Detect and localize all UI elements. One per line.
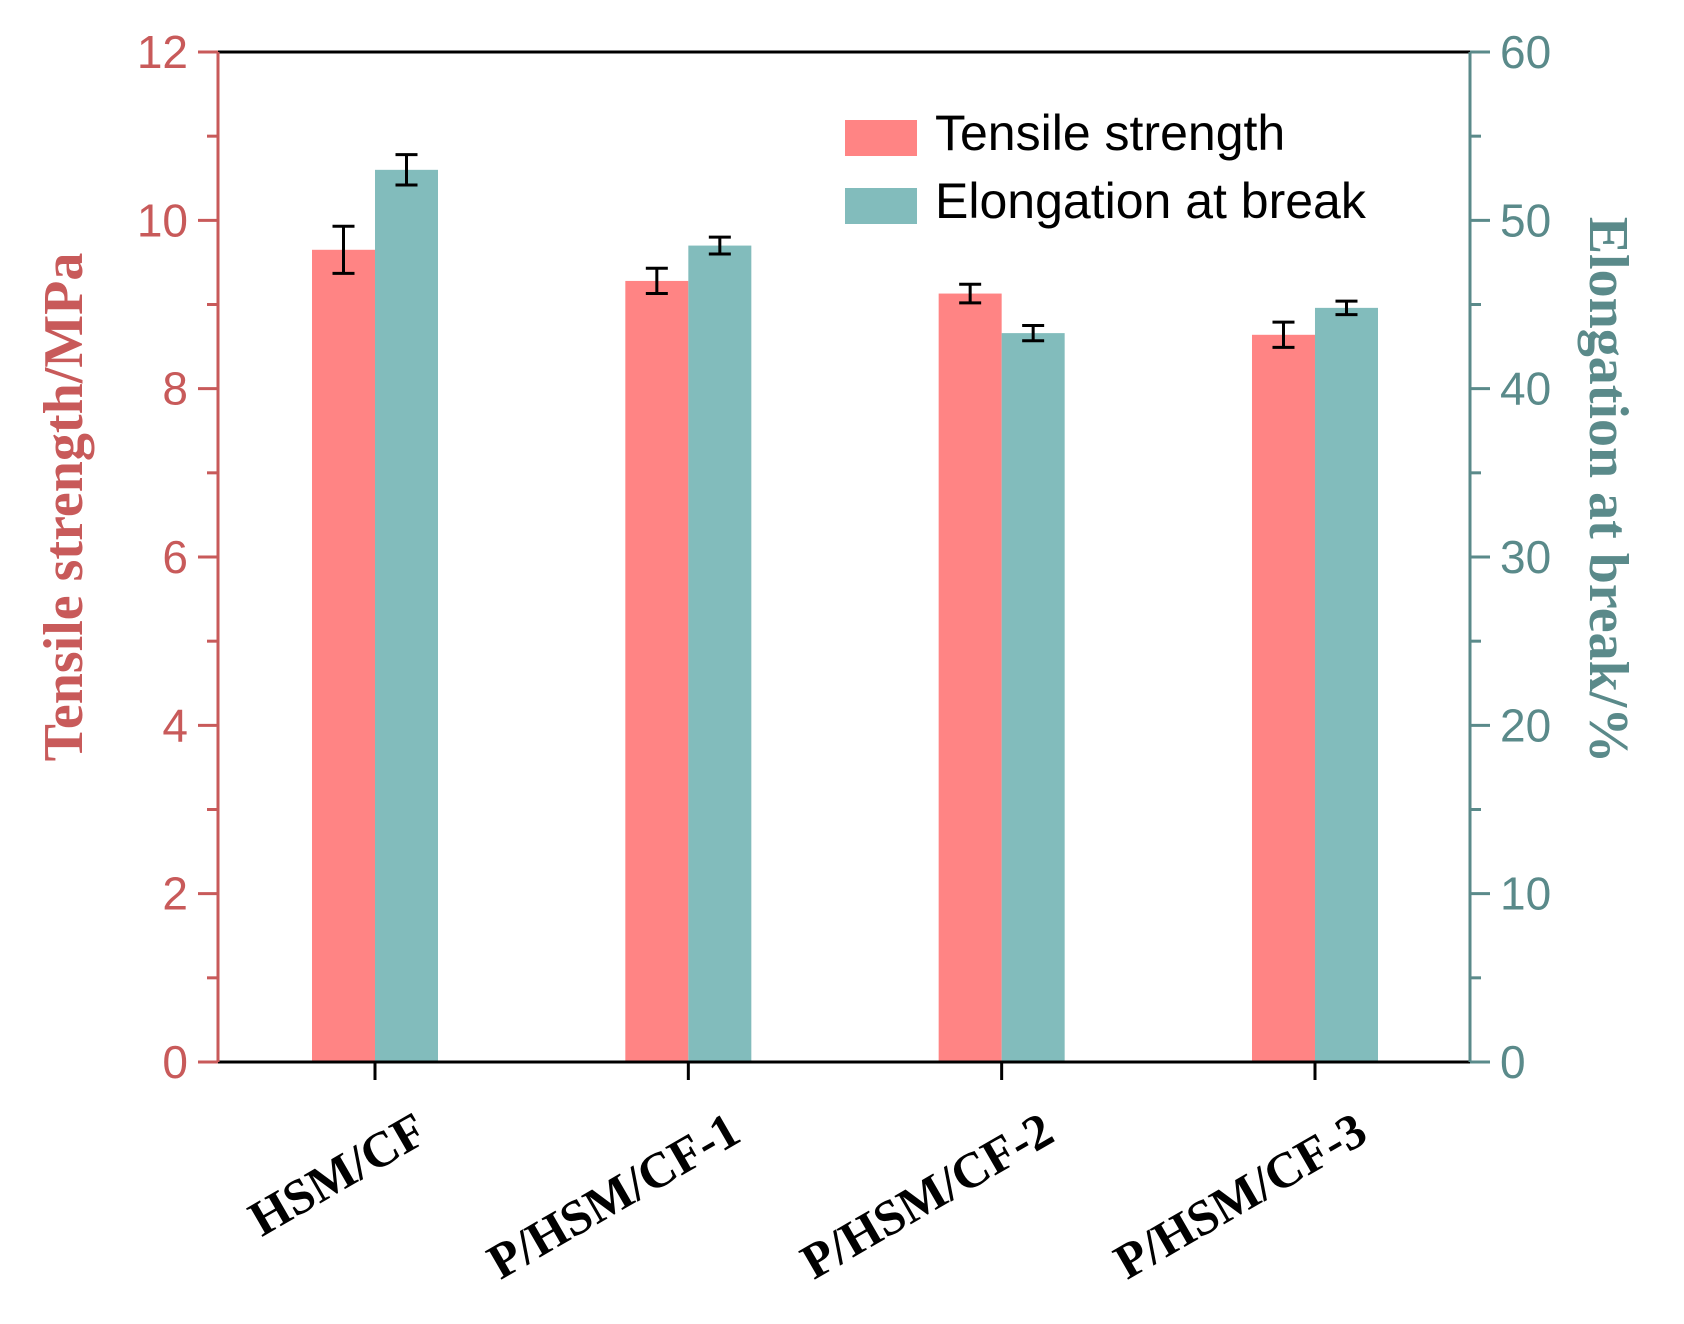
legend-swatch-tensile-strength xyxy=(845,120,917,156)
bar-tensile-strength-p-hsm-cf-2 xyxy=(938,293,1002,1062)
legend-label-elongation-at-break: Elongation at break xyxy=(935,173,1367,229)
y-tick-label-left: 10 xyxy=(137,194,188,246)
error-bar-elongation-at-break-hsm-cf xyxy=(395,153,418,187)
y-tick-label-left: 2 xyxy=(162,868,188,920)
bar-elongation-at-break-hsm-cf xyxy=(375,169,438,1063)
error-bar-elongation-at-break-p-hsm-cf-2 xyxy=(1022,324,1045,343)
y-axis-title-left: Tensile strength/MPa xyxy=(33,253,95,762)
y-tick-label-left: 4 xyxy=(162,699,188,751)
y-tick-label-right: 30 xyxy=(1500,531,1551,583)
legend: Tensile strength Elongation at break xyxy=(845,105,1367,229)
y-tick-label-right: 50 xyxy=(1500,194,1551,246)
y-tick-label-right: 40 xyxy=(1500,363,1551,415)
error-bar-elongation-at-break-p-hsm-cf-1 xyxy=(708,235,731,256)
legend-label-tensile-strength: Tensile strength xyxy=(935,105,1285,161)
error-bar-tensile-strength-p-hsm-cf-1 xyxy=(645,266,668,296)
x-tick-label-p-hsm-cf-3: P/HSM/CF-3 xyxy=(1105,1101,1376,1290)
y-tick-label-left: 6 xyxy=(162,531,188,583)
bar-elongation-at-break-p-hsm-cf-1 xyxy=(688,245,752,1063)
bar-elongation-at-break-p-hsm-cf-3 xyxy=(1314,307,1378,1062)
y-tick-label-left: 0 xyxy=(162,1036,188,1088)
bar-tensile-strength-p-hsm-cf-3 xyxy=(1251,334,1315,1062)
legend-swatch-elongation-at-break xyxy=(845,188,917,224)
y-tick-label-left: 8 xyxy=(162,363,188,415)
error-bar-tensile-strength-hsm-cf xyxy=(332,224,355,275)
bar-tensile-strength-hsm-cf xyxy=(312,249,375,1062)
x-tick-label-p-hsm-cf-2: P/HSM/CF-2 xyxy=(791,1101,1062,1290)
y-tick-label-left: 12 xyxy=(137,26,188,78)
bar-tensile-strength-p-hsm-cf-1 xyxy=(625,280,689,1062)
bar-elongation-at-break-p-hsm-cf-2 xyxy=(1001,333,1065,1062)
y-tick-label-right: 0 xyxy=(1500,1036,1526,1088)
y-axis-title-right: Elongation at break/% xyxy=(1577,217,1639,764)
error-bar-elongation-at-break-p-hsm-cf-3 xyxy=(1335,299,1358,317)
y-tick-label-right: 20 xyxy=(1500,699,1551,751)
y-tick-label-right: 60 xyxy=(1500,26,1551,78)
x-tick-label-p-hsm-cf-1: P/HSM/CF-1 xyxy=(478,1101,749,1290)
error-bar-tensile-strength-p-hsm-cf-3 xyxy=(1272,320,1295,349)
x-tick-label-hsm-cf: HSM/CF xyxy=(239,1101,435,1247)
plot-area xyxy=(312,153,1378,1063)
error-bar-tensile-strength-p-hsm-cf-2 xyxy=(959,282,982,305)
y-tick-label-right: 10 xyxy=(1500,868,1551,920)
